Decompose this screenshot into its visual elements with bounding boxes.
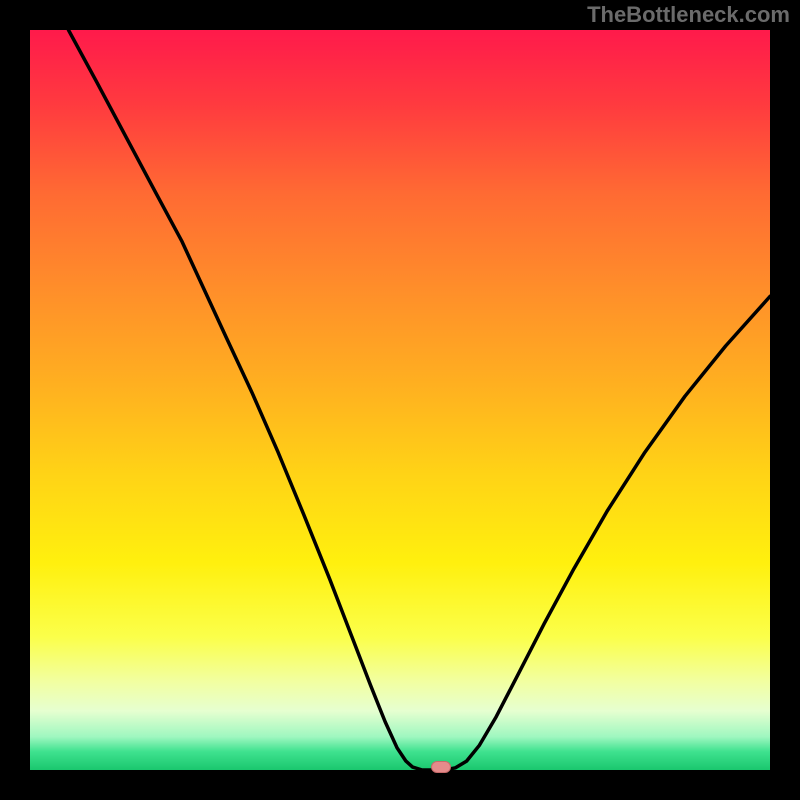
chart-container: { "watermark": { "text": "TheBottleneck.… <box>0 0 800 800</box>
watermark-text: TheBottleneck.com <box>587 2 790 28</box>
plot-area <box>30 30 770 770</box>
bottleneck-curve <box>30 30 770 770</box>
minimum-marker <box>431 761 451 773</box>
curve-path <box>68 30 770 770</box>
